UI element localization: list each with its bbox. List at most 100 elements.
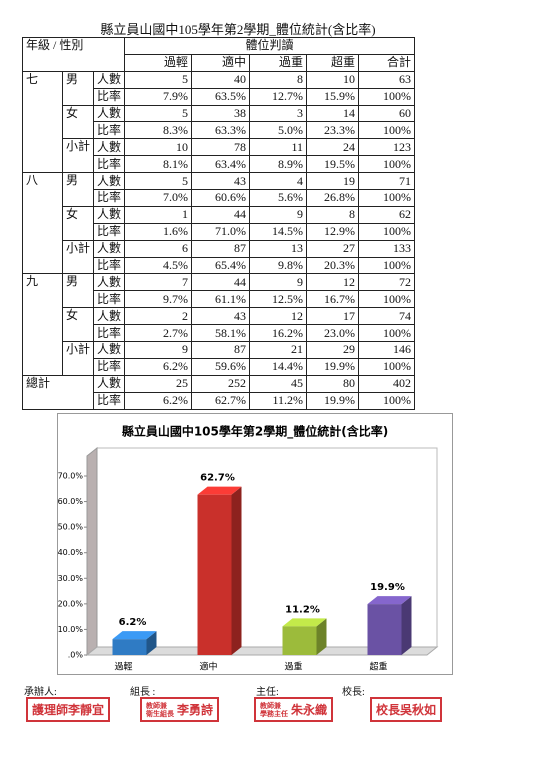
bar-top	[112, 631, 157, 640]
row-kind: 比率	[93, 189, 126, 207]
row-kind: 比率	[93, 324, 126, 343]
signature-role: 主任:	[256, 687, 279, 698]
value-cell: 43	[191, 172, 251, 191]
grade-cell: 九	[22, 273, 63, 376]
bar-side	[231, 486, 242, 655]
value-cell: 44	[191, 273, 251, 292]
value-cell: 14	[306, 104, 360, 123]
value-cell: 11	[249, 138, 308, 157]
value-cell: 100%	[358, 290, 416, 309]
table-row: 女人數 5 38 3 14 60	[23, 104, 416, 140]
bar-top	[197, 486, 242, 495]
value-cell: 9	[249, 273, 308, 292]
row-kind: 人數	[93, 138, 126, 157]
stamp-text: 教師兼	[146, 701, 167, 710]
value-cell: 5	[124, 172, 193, 191]
value-cell: 100%	[358, 87, 416, 106]
value-cell: 25	[124, 374, 193, 393]
row-kind: 人數	[93, 70, 126, 89]
value-cell: 40	[191, 70, 251, 89]
value-cell: 10	[306, 70, 360, 89]
value-cell: 9	[249, 205, 308, 224]
group-cell: 小計	[61, 341, 95, 376]
value-label: 62.7%	[200, 473, 235, 484]
value-cell: 26.8%	[306, 189, 360, 207]
table-row: 七男人數 5 40 8 10 63	[22, 70, 416, 174]
group-cell: 男	[61, 70, 95, 106]
value-cell: 19.9%	[306, 391, 360, 410]
y-tick-label: 30.0%	[58, 574, 84, 583]
table-row: 年級 / 性別 體位判讀	[21, 37, 416, 72]
group-cell: 女	[61, 307, 95, 343]
header-cell: 過輕	[124, 53, 193, 72]
table-row: 女人數 2 43 12 17 74	[23, 307, 416, 343]
y-tick-label: 60.0%	[58, 497, 84, 506]
value-cell: 7	[124, 273, 193, 292]
stamp-name: 李勇詩	[177, 703, 214, 717]
signature-role: 組長 :	[130, 687, 156, 698]
value-cell: 15.9%	[306, 87, 360, 106]
value-cell: 60.6%	[191, 189, 251, 207]
table-row: 小計 人數 9 87 21 29 146	[23, 341, 416, 376]
value-cell: 87	[191, 239, 251, 258]
row-kind: 比率	[93, 256, 126, 275]
y-tick-label: 10.0%	[58, 625, 84, 634]
value-cell: 23.0%	[306, 324, 360, 343]
value-cell: 5.0%	[249, 121, 308, 140]
total-cell: 總計	[21, 374, 95, 410]
value-cell: 402	[358, 374, 416, 393]
value-cell: 43	[191, 307, 251, 326]
chart: 縣立員山國中105學年第2學期_體位統計(含比率) .0% 10.0% 20.0% 30…	[57, 413, 453, 675]
value-cell: 23.3%	[306, 121, 360, 140]
value-cell: 1.6%	[124, 222, 193, 241]
value-cell: 71.0%	[191, 222, 251, 241]
value-cell: 74	[358, 307, 416, 326]
value-cell: 100%	[358, 324, 416, 343]
table-row: 總計 人數 25 252 45 80 402	[21, 374, 416, 410]
group-cell: 小計	[61, 138, 95, 174]
value-cell: 252	[191, 374, 251, 393]
table-row: 比率 9.7% 61.1% 12.5% 16.7% 100%	[23, 290, 416, 309]
row-kind: 人數	[93, 104, 126, 123]
y-tick-label: 40.0%	[58, 548, 84, 557]
stamp-text: 學務主任	[260, 709, 288, 718]
value-cell: 78	[191, 138, 251, 157]
table-row: 八男人數 5 43 4 19 71	[22, 172, 416, 275]
grade-cell: 八	[22, 172, 63, 275]
group-cell: 男	[61, 172, 95, 207]
value-cell: 5	[124, 70, 193, 89]
bar	[197, 494, 232, 655]
value-cell: 14.4%	[249, 357, 308, 376]
row-kind: 比率	[93, 357, 126, 376]
table-title: 縣立員山國中105學年第2學期_體位統計(含比率)	[100, 22, 376, 37]
row-kind: 人數	[93, 172, 126, 191]
y-tick-label: 70.0%	[58, 472, 84, 481]
value-cell: 63.3%	[191, 121, 251, 140]
value-label: 6.2%	[119, 617, 147, 628]
value-cell: 16.7%	[306, 290, 360, 309]
value-cell: 63	[358, 70, 416, 89]
grade-cell: 七	[22, 70, 63, 174]
bar-top	[367, 596, 412, 605]
x-tick-label: 過重	[284, 661, 302, 673]
row-kind: 人數	[93, 273, 126, 292]
value-cell: 100%	[358, 121, 416, 140]
value-cell: 10	[124, 138, 193, 157]
value-cell: 16.2%	[249, 324, 308, 343]
table-row: 比率 7.9% 63.5% 12.7% 15.9% 100%	[23, 87, 416, 106]
group-cell: 小計	[61, 239, 95, 275]
value-cell: 27	[306, 239, 360, 258]
bar-side	[146, 631, 157, 655]
value-cell: 12.5%	[249, 290, 308, 309]
stamp: 校長吳秋如	[370, 697, 443, 722]
stamp-prefix: 教師兼 衛生組長	[146, 702, 174, 718]
value-cell: 14.5%	[249, 222, 308, 241]
value-cell: 20.3%	[306, 256, 360, 275]
value-cell: 19	[306, 172, 360, 191]
value-cell: 12.7%	[249, 87, 308, 106]
value-cell: 100%	[358, 391, 416, 410]
row-kind: 比率	[93, 87, 126, 106]
header-cell: 合計	[358, 53, 416, 72]
y-tick-label: .0%	[68, 651, 84, 660]
row-kind: 人數	[93, 374, 126, 393]
